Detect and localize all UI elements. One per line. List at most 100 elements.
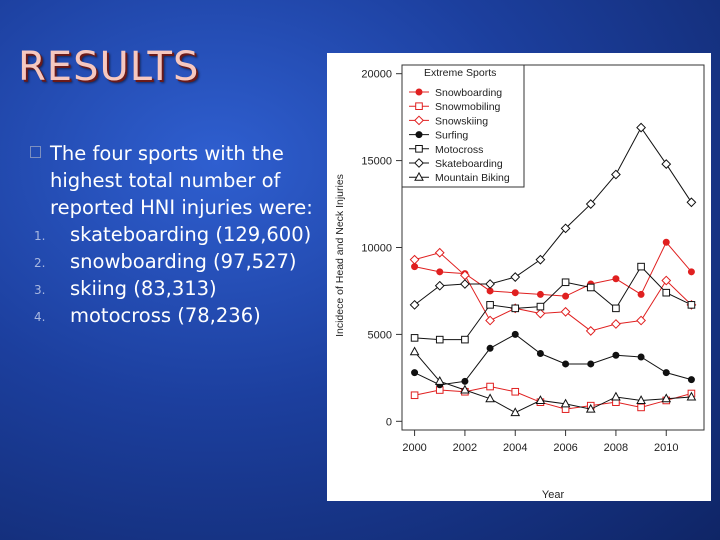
data-point [485,393,495,403]
data-point [686,391,697,401]
data-point [486,382,494,391]
x-tick-label: 2010 [654,442,678,454]
legend: Extreme Sports Snowboarding Snowmobiling Sn… [401,64,525,188]
list-item-text: motocross (78,236) [70,304,261,327]
data-point [461,335,469,344]
data-point [561,278,570,287]
data-point [511,304,520,313]
legend-marker [415,88,423,96]
legend-label: Mountain Biking [435,172,510,184]
legend-label: Surfing [435,130,468,142]
series-line [414,351,692,414]
series-mountain-biking [409,346,697,417]
data-point [486,344,494,352]
legend-marker [414,171,424,181]
data-point [434,247,445,258]
x-tick-label: 2006 [553,442,577,454]
data-point [511,289,519,297]
series-snowskiing [409,247,697,336]
series-line [414,265,692,341]
legend-item: Snowskiing [409,115,488,127]
data-point [461,377,469,385]
data-point [511,387,520,396]
data-point [560,398,571,408]
list-item-text: skateboarding (129,600) [70,223,312,246]
legend-label: Skateboarding [435,158,503,170]
data-point [687,376,695,384]
legend-label: Snowboarding [435,87,502,99]
data-point [560,223,571,234]
list-item: 4. motocross (78,236) [28,302,328,329]
data-point [585,326,596,336]
legend-item: Skateboarding [409,158,503,170]
data-point [562,360,570,368]
x-tick-label: 2008 [604,442,628,454]
list-number: 3. [34,283,46,297]
data-point [410,334,419,342]
legend-item: Mountain Biking [409,171,510,184]
list-number: 1. [34,229,46,243]
data-point [661,159,672,169]
x-tick-label: 2002 [453,442,477,454]
data-point [485,279,495,289]
legend-item: Surfing [409,130,468,142]
data-point [486,301,494,309]
y-tick-label: 20000 [361,69,392,81]
data-point [586,283,595,292]
data-point [535,308,546,319]
data-point [637,290,645,298]
bullet-intro-text: The four sports with the highest total n… [50,142,313,219]
list-item: 2. snowboarding (97,527) [28,248,328,275]
data-point [434,280,445,291]
data-point [587,360,595,368]
y-axis-label: Incidece of Head and Neck Injuries [334,174,346,337]
series-snowboarding [411,238,695,300]
data-point [510,407,521,417]
list-item-text: skiing (83,313) [70,277,217,300]
data-point [585,403,596,413]
data-point [535,395,546,404]
data-point [460,279,470,289]
legend-label: Motocross [435,144,483,156]
data-point [409,346,420,356]
data-point [636,315,646,326]
y-tick-label: 5000 [368,329,392,341]
legend-marker [414,158,424,168]
y-tick-label: 0 [386,416,392,428]
series-line [414,252,692,332]
legend-item: Snowboarding [409,87,502,99]
legend-marker [415,102,423,111]
data-point [611,391,621,401]
x-tick-label: 2000 [402,442,426,454]
data-point [411,369,419,377]
data-point [511,330,519,338]
data-point [435,335,444,344]
data-point [637,403,645,412]
legend-label: Snowmobiling [435,101,501,113]
data-point [460,384,470,394]
bullet-list: The four sports with the highest total n… [28,140,328,329]
x-tick-label: 2004 [503,442,527,454]
data-point [636,122,646,133]
series-line [414,241,692,297]
data-point [611,169,621,180]
list-item-text: snowboarding (97,527) [70,250,297,273]
data-point [434,375,445,385]
data-point [535,254,546,265]
list-item: 1. skateboarding (129,600) [28,221,328,248]
legend-marker [414,115,424,126]
data-point [485,315,495,326]
data-point [662,238,670,246]
data-point [612,275,620,283]
data-point [536,350,544,358]
data-point [687,268,695,276]
list-number: 4. [34,310,46,324]
chart-panel: 0 5000 10000 15000 20000 2000 2002 2004 2006 2008… [327,53,711,501]
data-point [662,369,670,377]
legend-marker [415,131,423,139]
data-point [636,395,646,404]
list-number: 2. [34,256,46,270]
y-tick-label: 15000 [361,156,392,168]
slide-title: RESULTS [18,44,200,90]
y-tick-label: 10000 [361,243,392,255]
